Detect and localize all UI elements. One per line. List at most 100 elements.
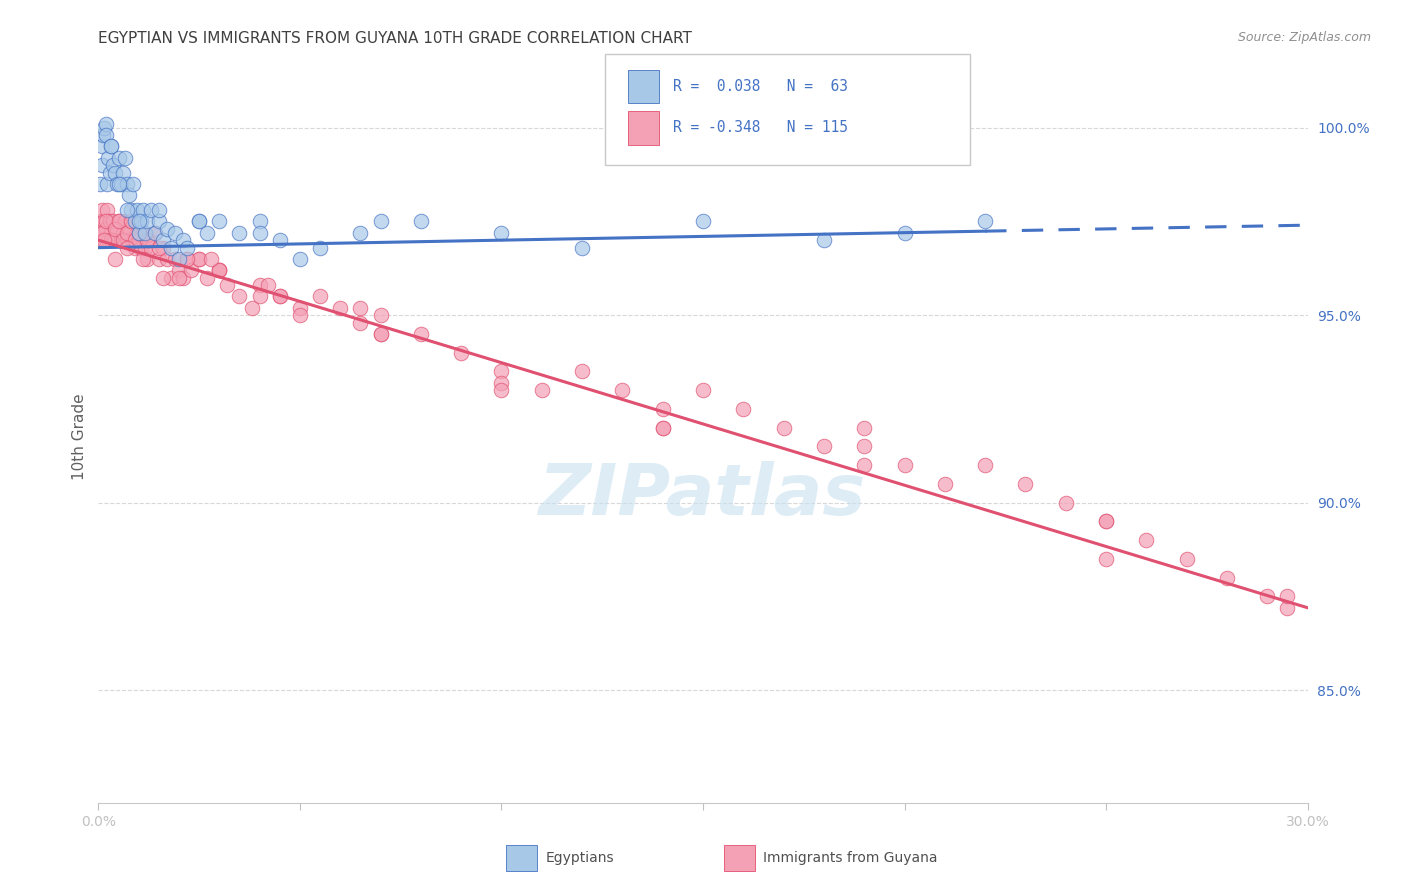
Point [893, 226, 915, 240]
Point [129, 214, 152, 228]
Point [129, 241, 152, 255]
Point [101, 214, 124, 228]
Text: EGYPTIAN VS IMMIGRANTS FROM GUYANA 10TH GRADE CORRELATION CHART: EGYPTIAN VS IMMIGRANTS FROM GUYANA 10TH … [98, 31, 692, 46]
Point [217, 278, 239, 293]
Point [249, 289, 271, 303]
Point [152, 233, 174, 247]
Point [934, 477, 956, 491]
Point [160, 270, 183, 285]
Point [111, 233, 134, 247]
Point [128, 214, 150, 228]
Y-axis label: 10th Grade: 10th Grade [72, 393, 87, 481]
Point [309, 289, 332, 303]
Point [160, 241, 183, 255]
Point [138, 233, 160, 247]
Point [156, 252, 179, 266]
Point [94, 117, 117, 131]
Point [188, 214, 211, 228]
Point [1256, 590, 1278, 604]
Point [103, 233, 125, 247]
Point [90, 233, 112, 247]
Point [103, 252, 125, 266]
Point [135, 233, 157, 247]
Point [93, 214, 115, 228]
Point [692, 214, 714, 228]
Text: Egyptians: Egyptians [546, 851, 614, 865]
Point [156, 222, 179, 236]
Point [105, 177, 128, 191]
Point [208, 263, 231, 277]
Point [90, 158, 112, 172]
Point [89, 177, 111, 191]
Point [152, 241, 174, 255]
Point [96, 177, 118, 191]
Point [853, 440, 876, 454]
Point [97, 151, 120, 165]
Point [91, 203, 114, 218]
Point [692, 383, 714, 397]
Text: Source: ZipAtlas.com: Source: ZipAtlas.com [1237, 31, 1371, 45]
Point [249, 214, 271, 228]
Point [240, 301, 263, 315]
Text: ZIPatlas: ZIPatlas [540, 461, 866, 530]
Point [176, 241, 198, 255]
Point [94, 233, 117, 247]
Point [228, 289, 250, 303]
Point [128, 233, 150, 247]
Point [188, 252, 211, 266]
Point [143, 226, 166, 240]
Point [269, 289, 291, 303]
Point [329, 301, 352, 315]
Point [110, 177, 132, 191]
Point [1277, 590, 1299, 604]
Point [96, 222, 118, 236]
Point [249, 278, 271, 293]
Point [409, 326, 432, 341]
Point [125, 226, 148, 240]
Point [91, 139, 114, 153]
Point [148, 241, 170, 255]
Point [188, 252, 211, 266]
Point [111, 226, 134, 240]
Point [1277, 600, 1299, 615]
Point [813, 233, 835, 247]
Point [491, 364, 513, 378]
Point [132, 226, 155, 240]
Point [134, 241, 156, 255]
Point [97, 233, 120, 247]
Point [772, 420, 794, 434]
Point [125, 203, 148, 218]
Point [180, 263, 202, 277]
Point [208, 263, 231, 277]
Point [176, 252, 198, 266]
Point [115, 203, 138, 218]
Point [107, 177, 129, 191]
Point [450, 345, 472, 359]
Point [309, 241, 332, 255]
Point [148, 252, 170, 266]
Point [120, 214, 142, 228]
Point [96, 214, 118, 228]
Point [163, 252, 186, 266]
Point [139, 241, 162, 255]
Point [93, 233, 115, 247]
Point [491, 383, 513, 397]
Point [1135, 533, 1157, 548]
Point [91, 226, 114, 240]
Point [100, 233, 122, 247]
Point [111, 166, 134, 180]
Point [370, 326, 392, 341]
Point [96, 128, 118, 142]
Point [612, 383, 634, 397]
Point [134, 226, 156, 240]
Point [288, 301, 311, 315]
Point [93, 120, 115, 135]
Point [132, 252, 155, 266]
Point [167, 263, 190, 277]
Point [491, 376, 513, 390]
Point [530, 383, 553, 397]
Point [100, 139, 122, 153]
Point [124, 214, 146, 228]
Point [114, 214, 136, 228]
Point [1095, 552, 1118, 566]
